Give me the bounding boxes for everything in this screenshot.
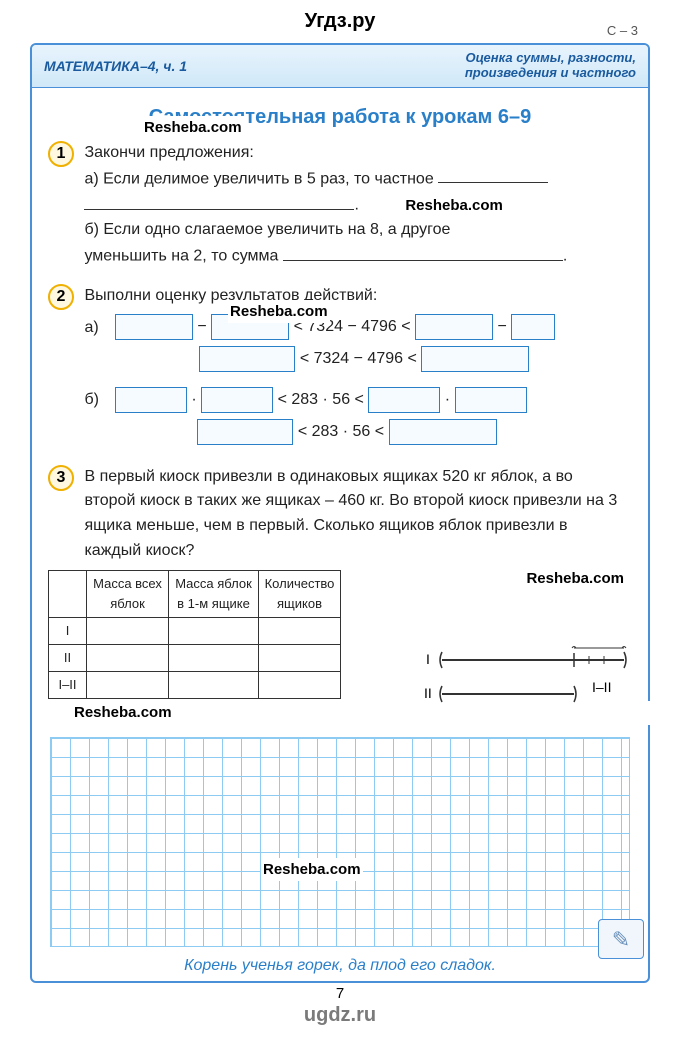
segment-diagram: I II I–II [424,636,634,726]
page-marker: С – 3 [607,23,638,38]
table-cell[interactable] [259,618,341,645]
answer-box[interactable] [115,387,187,413]
table-row: I [49,618,341,645]
mid-expr: < 283 · 56 < [298,423,384,440]
answer-box[interactable] [389,419,497,445]
watermark-resheba: Resheba.com [142,116,244,139]
table-row: I–II [49,672,341,699]
mid-expr: < 283 · 56 < [278,391,364,408]
diagram-label-II: II [424,685,432,701]
header-right-line1: Оценка суммы, разности, [466,50,636,65]
header-left: МАТЕМАТИКА–4, ч. 1 [44,58,187,74]
watermark-resheba: Resheba.com [403,194,505,217]
table-row-header: I [49,618,87,645]
table-col-header: Масса всех яблок [87,570,169,617]
answer-box[interactable] [197,419,293,445]
content: Самостоятельная работа к урокам 6–9 Resh… [32,88,648,955]
task-2a-row1: а) − < 7324 − 4796 < − [84,314,624,340]
work-grid[interactable]: Resheba.com [50,737,630,947]
task-2-badge: 2 [48,284,74,310]
table-cell[interactable] [259,672,341,699]
task-2: 2 Выполни оценку результатов действий: R… [48,284,632,451]
header-right-line2: произведения и частного [465,65,636,80]
task-3-text: В первый киоск привезли в одинаковых ящи… [84,468,617,559]
watermark-resheba: Resheba.com [524,567,626,590]
watermark-resheba: Resheba.com [228,300,330,323]
task-1-body: Закончи предложения: а) Если делимое уве… [84,141,624,270]
task-2b-label: б) [84,388,110,413]
table-col-header: Масса яблок в 1-м ящике [169,570,259,617]
op-minus: − [498,319,507,336]
page-frame: С – 3 МАТЕМАТИКА–4, ч. 1 Оценка суммы, р… [30,43,650,983]
task-2a-label: а) [84,316,110,341]
op-minus: − [197,319,206,336]
header-bar: МАТЕМАТИКА–4, ч. 1 Оценка суммы, разност… [32,45,648,88]
table-cell[interactable] [87,618,169,645]
task-1b-text2: уменьшить на 2, то сумма [84,248,278,265]
diagram-label-I: I [426,651,430,667]
op-dot: · [445,391,450,408]
watermark-resheba: Resheba.com [261,858,363,881]
table-row: Масса всех яблок Масса яблок в 1-м ящике… [49,570,341,617]
task-3-badge: 3 [48,465,74,491]
table-row-header: II [49,645,87,672]
task-1-intro: Закончи предложения: [84,144,253,161]
table-cell[interactable] [259,645,341,672]
table-row-header: I–II [49,672,87,699]
blank-line[interactable] [283,243,563,261]
worksheet-title: Самостоятельная работа к урокам 6–9 [48,102,632,133]
answer-box[interactable] [455,387,527,413]
answer-box[interactable] [511,314,555,340]
diagram-label-diff: I–II [592,679,611,695]
table-col-header: Количество ящиков [259,570,341,617]
table-cell[interactable] [169,645,259,672]
table-cell[interactable] [87,645,169,672]
mid-expr: < 7324 − 4796 < [300,351,417,368]
page-number: 7 [0,985,680,1002]
answer-box[interactable] [421,346,529,372]
watermark-bottom: ugdz.ru [0,1004,680,1027]
task-1: 1 Закончи предложения: а) Если делимое у… [48,141,632,270]
table-row: II [49,645,341,672]
answer-box[interactable] [201,387,273,413]
answer-box[interactable] [415,314,493,340]
task-2b-row1: б) · < 283 · 56 < · [84,387,624,413]
task-2b-row2: < 283 · 56 < [84,419,624,445]
header-right: Оценка суммы, разности, произведения и ч… [465,51,636,81]
blank-line[interactable] [438,166,548,184]
decoration-icon: ✎ [598,919,644,959]
op-dot: · [191,391,196,408]
task-2a-row2: < 7324 − 4796 < [84,346,624,372]
task-1-badge: 1 [48,141,74,167]
table-cell[interactable] [169,672,259,699]
watermark-top: Угдз.ру [0,0,680,43]
task-1b-text: б) Если одно слагаемое увеличить на 8, а… [84,221,450,238]
blank-line[interactable] [84,192,354,210]
table-cell[interactable] [87,672,169,699]
task-3-table: Масса всех яблок Масса яблок в 1-м ящике… [48,570,341,700]
task-2-body: Выполни оценку результатов действий: Res… [84,284,624,451]
task-1a-text: а) Если делимое увеличить в 5 раз, то ча… [84,170,433,187]
table-cell[interactable] [169,618,259,645]
answer-box[interactable] [115,314,193,340]
footer-quote: Корень ученья горек, да плод его сладок. [32,957,648,975]
task-3-body: В первый киоск привезли в одинаковых ящи… [84,465,624,564]
answer-box[interactable] [368,387,440,413]
answer-box[interactable] [199,346,295,372]
